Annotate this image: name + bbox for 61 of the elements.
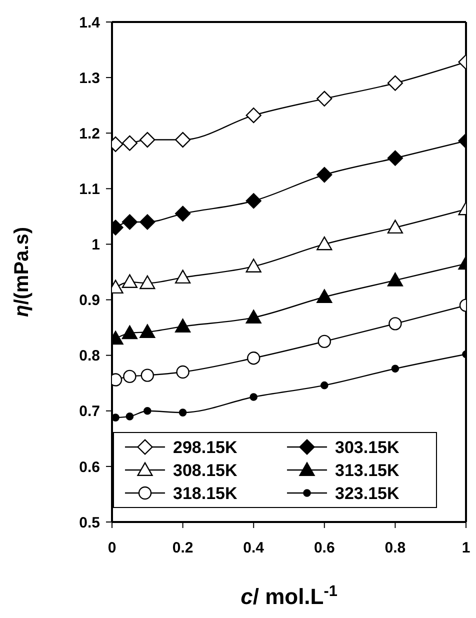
point (391, 364, 400, 373)
x-tick-label: 0.8 (384, 540, 406, 557)
y-tick-label: 1.1 (79, 180, 100, 198)
point (140, 214, 156, 230)
point (388, 317, 402, 330)
point (320, 381, 328, 390)
y-tick-label: 1 (92, 236, 100, 254)
point (316, 90, 332, 106)
point (387, 75, 403, 91)
point (250, 393, 258, 401)
y-tick-label: 1.2 (79, 125, 100, 142)
point (247, 352, 260, 365)
point (387, 220, 403, 234)
y-axis-title: η/(mPa.s) (11, 226, 33, 318)
point (316, 236, 332, 250)
legend-label: 318.15K (173, 484, 238, 503)
point (387, 150, 403, 166)
point (122, 325, 138, 340)
point (112, 414, 120, 422)
point (387, 272, 403, 286)
legend-label: 303.15K (335, 438, 400, 457)
point (122, 214, 138, 230)
legend-label: 308.15K (173, 461, 238, 480)
point (175, 318, 191, 332)
point (140, 368, 154, 382)
legend-label: 298.15K (173, 438, 238, 457)
point (318, 334, 331, 348)
point (175, 206, 191, 222)
point (246, 258, 262, 272)
point (316, 289, 332, 303)
point (175, 132, 191, 148)
point (175, 270, 191, 284)
legend-label: 323.15K (335, 484, 400, 503)
point (123, 370, 136, 384)
x-tick-label: 0.2 (172, 540, 194, 557)
x-tick-label: 1 (462, 540, 470, 557)
point (178, 408, 187, 416)
x-tick-label: 0.6 (314, 540, 335, 557)
x-axis-title: c/ mol.L$^{-1}$ (240, 582, 338, 609)
x-tick-label: 0 (108, 540, 116, 557)
y-tick-label: 0.9 (79, 292, 100, 310)
point (122, 135, 138, 151)
x-tick-label: 0.4 (243, 540, 265, 557)
point (316, 166, 332, 183)
y-tick-label: 1.4 (79, 14, 101, 32)
y-tick-label: 0.8 (79, 348, 100, 365)
point (140, 132, 156, 148)
point (126, 412, 134, 420)
point (140, 275, 156, 290)
point (246, 310, 262, 324)
point (246, 108, 262, 124)
point (122, 274, 138, 288)
y-tick-label: 0.5 (79, 514, 100, 532)
point (140, 324, 156, 338)
y-tick-label: 1.3 (79, 70, 100, 87)
legend-label: 313.15K (335, 461, 400, 480)
y-tick-label: 0.6 (79, 458, 100, 476)
point (144, 406, 152, 415)
point (246, 193, 262, 209)
point (176, 365, 190, 379)
y-tick-label: 0.7 (79, 403, 100, 420)
